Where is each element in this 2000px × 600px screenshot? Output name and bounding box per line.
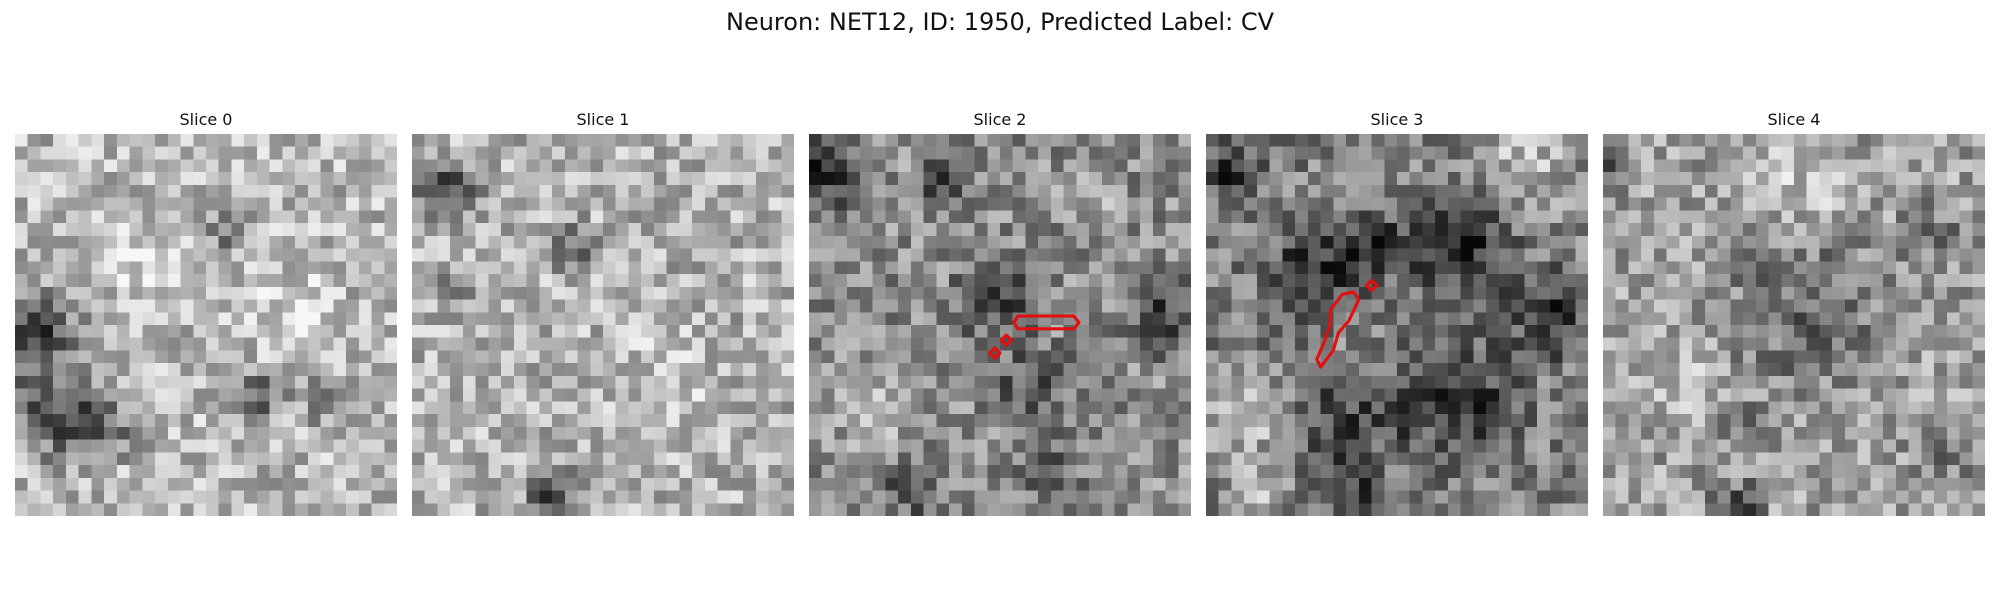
slice-image-3 xyxy=(1206,134,1588,516)
slice-panel-1: Slice 1 xyxy=(412,110,794,520)
slice-title: Slice 2 xyxy=(973,110,1027,129)
contour-outline xyxy=(988,346,1002,360)
pixel-texture xyxy=(809,134,1191,516)
pixel-texture xyxy=(1603,134,1985,516)
contour-outline xyxy=(999,333,1014,347)
contour-outline xyxy=(1315,290,1361,369)
slice-image-4 xyxy=(1603,134,1985,516)
contour-outline xyxy=(1012,314,1081,331)
figure-title: Neuron: NET12, ID: 1950, Predicted Label… xyxy=(726,8,1274,36)
slice-panel-0: Slice 0 xyxy=(15,110,397,520)
pixel-texture xyxy=(15,134,397,516)
contour-outline xyxy=(1364,278,1379,293)
slice-image-0 xyxy=(15,134,397,516)
pixel-texture xyxy=(412,134,794,516)
slice-image-2 xyxy=(809,134,1191,516)
slice-image-1 xyxy=(412,134,794,516)
slice-panel-4: Slice 4 xyxy=(1603,110,1985,520)
slice-title: Slice 3 xyxy=(1370,110,1424,129)
slice-panel-2: Slice 2 xyxy=(809,110,1191,520)
slice-title: Slice 0 xyxy=(179,110,233,129)
slice-title: Slice 1 xyxy=(576,110,630,129)
pixel-texture xyxy=(1206,134,1588,516)
slice-panel-3: Slice 3 xyxy=(1206,110,1588,520)
slice-title: Slice 4 xyxy=(1767,110,1821,129)
